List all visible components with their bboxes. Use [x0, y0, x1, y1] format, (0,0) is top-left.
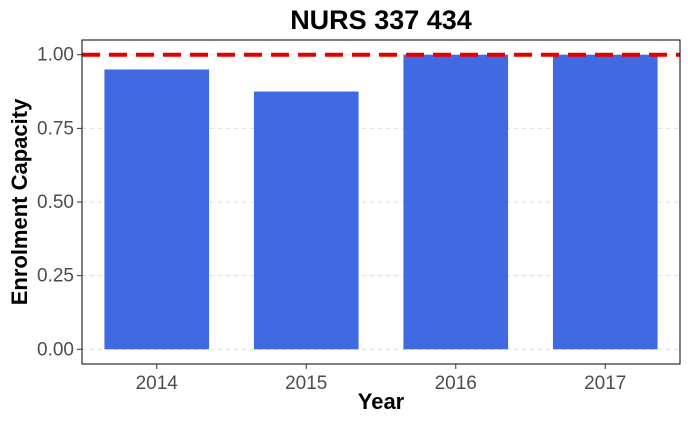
x-tick-label: 2016 — [435, 373, 477, 394]
chart-title: NURS 337 434 — [290, 5, 472, 35]
bars — [104, 54, 658, 350]
bar-2015 — [253, 91, 359, 350]
y-tick-label: 1.00 — [37, 45, 74, 66]
y-axis-title: Enrolment Capacity — [7, 98, 32, 305]
y-tick-label: 0.00 — [37, 339, 74, 360]
bar-2016 — [403, 54, 509, 350]
bar-2014 — [104, 69, 210, 350]
y-tick-label: 0.25 — [37, 266, 74, 287]
x-axis-title: Year — [358, 389, 405, 414]
x-tick-label: 2017 — [584, 373, 626, 394]
y-axis: 0.00 0.25 0.50 0.75 1.00 — [37, 45, 82, 360]
x-tick-label: 2014 — [136, 373, 179, 394]
x-tick-label: 2015 — [285, 373, 327, 394]
y-tick-label: 0.75 — [37, 118, 74, 139]
bar-2017 — [552, 54, 658, 350]
x-axis: 2014 2015 2016 2017 — [136, 364, 626, 394]
y-tick-label: 0.50 — [37, 192, 74, 213]
